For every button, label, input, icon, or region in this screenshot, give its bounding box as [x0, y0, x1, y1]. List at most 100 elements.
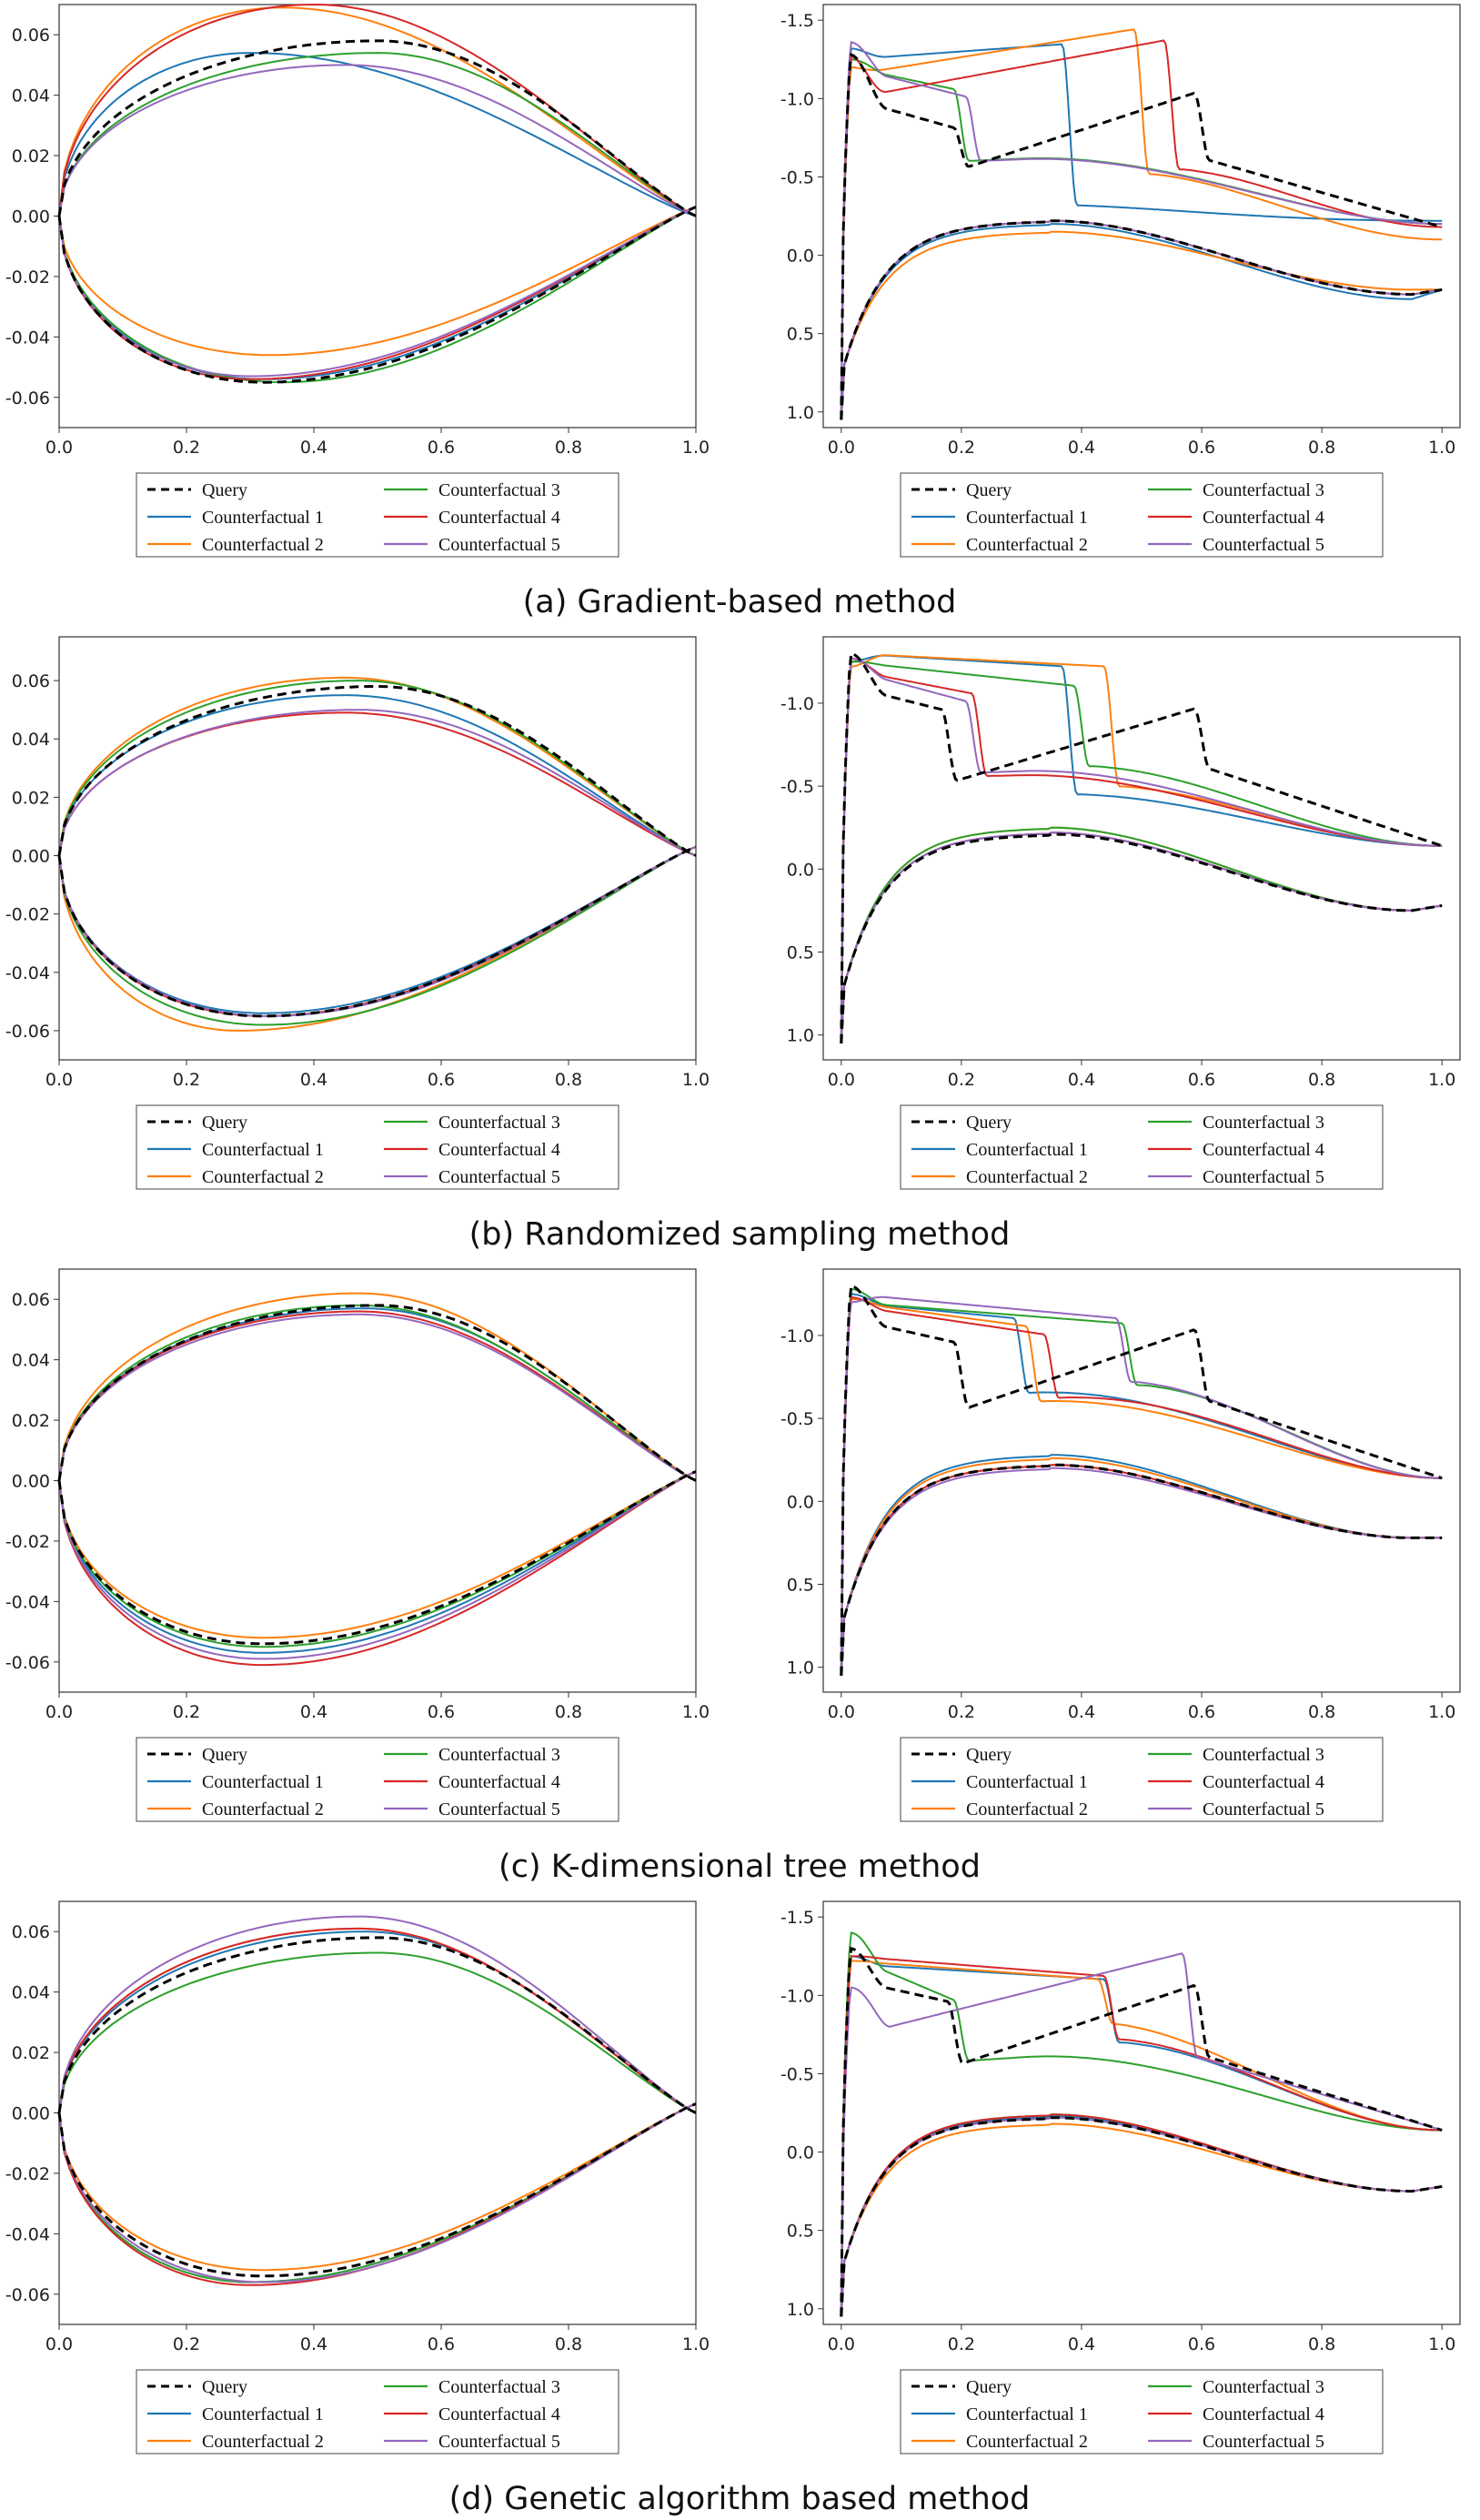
- airfoil-line: [58, 206, 697, 378]
- airfoil-line: [57, 206, 697, 384]
- airfoil-frame: [58, 636, 697, 1061]
- y-tick-label: -0.06: [5, 2285, 50, 2305]
- cp-line: [840, 654, 1443, 1043]
- x-tick-label: 0.8: [555, 438, 582, 458]
- airfoil-line: [58, 1313, 697, 1482]
- x-tick-label: 1.0: [1428, 2334, 1455, 2354]
- x-tick-label: 0.2: [173, 1070, 200, 1090]
- cp-line: [840, 2113, 1443, 2317]
- legend-label: Counterfactual 1: [202, 1772, 324, 1792]
- airfoil-axes: 0.0 0.2 0.4 0.6 0.8 1.0 -0.06 -0.04 -0.02 0.00 0.0…: [5, 636, 710, 1090]
- legend-label: Counterfactual 2: [966, 535, 1088, 555]
- airfoil-line: [58, 676, 697, 857]
- y-tick-label: -0.5: [780, 2064, 814, 2084]
- legend-label: Counterfactual 4: [438, 1772, 560, 1792]
- legend-label: Counterfactual 4: [438, 2404, 560, 2424]
- panel-caption: (c) K-dimensional tree method: [498, 1849, 981, 1885]
- cp-line: [840, 1952, 1443, 2317]
- x-tick-label: 0.2: [948, 1070, 975, 1090]
- legend-label: Counterfactual 5: [438, 535, 560, 555]
- cp-line: [840, 1960, 1443, 2317]
- legend-label: Counterfactual 4: [438, 1140, 560, 1160]
- airfoil-line: [58, 2102, 697, 2283]
- airfoil-line: [57, 1470, 697, 1646]
- cp-line: [840, 1284, 1443, 1676]
- airfoil-line: [58, 1470, 697, 1648]
- airfoil-line: [58, 845, 697, 1014]
- y-tick-label: -1.5: [780, 1908, 814, 1928]
- x-tick-label: 0.2: [948, 438, 975, 458]
- legend-label: Counterfactual 2: [202, 2432, 324, 2452]
- cp-legend: Query Counterfactual 1 Counterfactual 2 Cou…: [900, 1737, 1384, 1822]
- x-tick-label: 0.0: [45, 1070, 73, 1090]
- cp-line: [840, 1467, 1443, 1676]
- legend-label: Counterfactual 1: [202, 2404, 324, 2424]
- legend-label: Counterfactual 1: [966, 2404, 1088, 2424]
- airfoil-line: [57, 1936, 697, 2114]
- x-tick-label: 0.0: [45, 2334, 73, 2354]
- y-tick-label: -0.02: [5, 2164, 50, 2184]
- cp-line: [840, 1464, 1443, 1676]
- legend-label: Counterfactual 5: [438, 1167, 560, 1187]
- airfoil-line: [58, 694, 697, 857]
- cp-line: [840, 219, 1443, 420]
- cp-line: [840, 1295, 1443, 1676]
- airfoil-axes: 0.0 0.2 0.4 0.6 0.8 1.0 -0.06 -0.04 -0.02 0.00 0.0…: [5, 1900, 710, 2354]
- y-tick-label: -0.02: [5, 905, 50, 925]
- y-tick-label: 0.02: [12, 788, 50, 808]
- x-tick-label: 0.8: [555, 1070, 582, 1090]
- cp-line: [840, 219, 1443, 420]
- legend-label: Query: [202, 1745, 247, 1765]
- y-tick-label: 0.00: [12, 2104, 50, 2124]
- legend-label: Counterfactual 4: [1203, 1140, 1324, 1160]
- y-tick-label: 0.0: [787, 860, 814, 880]
- cp-line: [840, 2116, 1443, 2317]
- x-tick-label: 0.4: [300, 1070, 327, 1090]
- y-tick-label: -0.04: [5, 328, 50, 348]
- cp-line: [840, 41, 1443, 420]
- x-tick-label: 1.0: [1428, 438, 1455, 458]
- cp-line: [840, 1297, 1443, 1676]
- x-tick-label: 0.8: [1308, 2334, 1335, 2354]
- y-tick-label: 0.0: [787, 247, 814, 267]
- y-tick-label: -0.04: [5, 1592, 50, 1612]
- x-tick-label: 0.6: [428, 438, 455, 458]
- legend-label: Counterfactual 2: [202, 1799, 324, 1819]
- cp-frame: [822, 4, 1461, 428]
- cp-axes: 0.0 0.2 0.4 0.6 0.8 1.0 -1.5 -1.0 -0.5 0.0 0.5 1.0: [780, 1900, 1461, 2354]
- x-tick-label: 0.6: [1188, 1070, 1215, 1090]
- x-tick-label: 0.6: [1188, 1702, 1215, 1722]
- x-tick-label: 0.0: [45, 1702, 73, 1722]
- airfoil-line: [57, 2102, 697, 2278]
- y-tick-label: -1.0: [780, 694, 814, 714]
- x-tick-label: 1.0: [1428, 1070, 1455, 1090]
- x-tick-label: 0.8: [555, 2334, 582, 2354]
- legend-label: Counterfactual 3: [1203, 1113, 1324, 1133]
- cp-legend: Query Counterfactual 1 Counterfactual 2 Cou…: [900, 2369, 1384, 2454]
- x-tick-label: 0.0: [828, 438, 855, 458]
- legend-label: Counterfactual 2: [966, 2432, 1088, 2452]
- y-tick-label: 0.00: [12, 1472, 50, 1492]
- x-tick-label: 0.4: [300, 1702, 327, 1722]
- airfoil-line: [58, 1307, 697, 1482]
- panel-1: 0.0 0.2 0.4 0.6 0.8 1.0 -0.06 -0.04 -0.02 0.00 0.0…: [5, 636, 1461, 1253]
- legend-label: Counterfactual 4: [1203, 508, 1324, 528]
- cp-frame: [822, 1900, 1461, 2325]
- x-tick-label: 0.2: [173, 2334, 200, 2354]
- legend-label: Query: [966, 2377, 1012, 2397]
- cp-line: [840, 826, 1443, 1043]
- legend-frame: [900, 1737, 1384, 1822]
- legend-label: Query: [202, 480, 247, 500]
- airfoil-line: [58, 1927, 697, 2114]
- legend-label: Counterfactual 3: [438, 1745, 560, 1765]
- airfoil-line: [57, 39, 697, 217]
- x-tick-label: 0.6: [1188, 2334, 1215, 2354]
- x-tick-label: 0.0: [828, 1070, 855, 1090]
- x-tick-label: 0.0: [45, 438, 73, 458]
- cp-line: [840, 39, 1443, 420]
- legend-label: Query: [202, 1113, 247, 1133]
- airfoil-line: [58, 3, 697, 217]
- legend-frame: [136, 2369, 619, 2454]
- y-tick-label: -1.0: [780, 1986, 814, 2006]
